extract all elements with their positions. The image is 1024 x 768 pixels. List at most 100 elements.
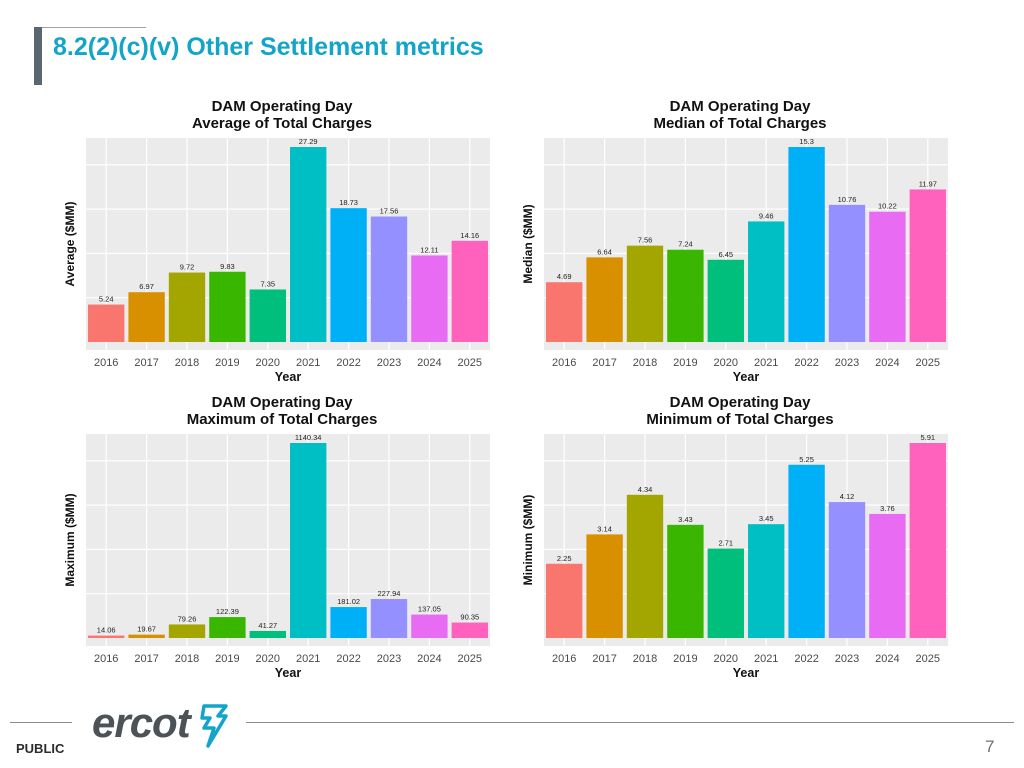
- x-tick-label: 2023: [835, 357, 859, 369]
- plot-panel: [86, 434, 490, 646]
- bar-2019: [667, 249, 704, 342]
- x-tick-label: 2025: [458, 357, 482, 369]
- logo-text: ercot: [92, 699, 191, 746]
- chart-title-line-2: Average of Total Charges: [192, 115, 372, 132]
- x-tick-label: 2018: [175, 357, 199, 369]
- x-tick-label: 2021: [754, 357, 778, 369]
- chart-title-line-1: DAM Operating Day: [670, 98, 812, 115]
- bar-label-2016: 4.69: [557, 272, 572, 281]
- page-number: 7: [985, 737, 995, 756]
- y-axis-label: Average ($MM): [63, 202, 77, 287]
- bar-label-2018: 9.72: [180, 263, 195, 272]
- x-tick-label: 2020: [256, 653, 280, 665]
- bar-label-2023: 227.94: [378, 589, 401, 598]
- bar-label-2023: 17.56: [380, 207, 399, 216]
- bar-label-2024: 3.76: [880, 504, 895, 513]
- x-tick-label: 2024: [417, 357, 441, 369]
- bar-label-2021: 27.29: [299, 137, 318, 146]
- bar-label-2020: 7.35: [260, 279, 275, 288]
- x-tick-label: 2018: [633, 653, 657, 665]
- bar-2021: [748, 524, 785, 638]
- x-tick-label: 2021: [754, 653, 778, 665]
- bar-2023: [370, 599, 408, 638]
- bar-label-2017: 6.97: [139, 282, 154, 291]
- bar-2024: [869, 211, 906, 342]
- bar-2025: [451, 240, 488, 342]
- bar-2016: [546, 282, 583, 342]
- bar-label-2023: 10.76: [838, 195, 857, 204]
- lightning-icon: [200, 704, 228, 748]
- chart-title-line-2: Median of Total Charges: [653, 115, 826, 132]
- x-tick-label: 2024: [875, 653, 899, 665]
- bar-label-2019: 7.24: [678, 240, 693, 249]
- bar-label-2019: 3.43: [678, 515, 693, 524]
- bar-2018: [168, 272, 206, 342]
- y-axis-label: Maximum ($MM): [63, 493, 77, 586]
- bar-label-2022: 15.3: [799, 137, 814, 146]
- bar-label-2022: 181.02: [337, 597, 360, 606]
- bar-label-2025: 90.35: [460, 613, 479, 622]
- bar-2025: [451, 622, 488, 638]
- x-tick-label: 2017: [134, 357, 158, 369]
- bar-2023: [828, 502, 866, 638]
- bar-2016: [88, 304, 125, 342]
- x-tick-label: 2017: [592, 357, 616, 369]
- bar-label-2018: 79.26: [178, 614, 197, 623]
- bar-label-2019: 9.83: [220, 262, 235, 271]
- x-tick-label: 2019: [673, 357, 697, 369]
- bar-label-2024: 10.22: [878, 202, 897, 211]
- bar-2020: [707, 259, 744, 342]
- bar-label-2021: 9.46: [759, 211, 774, 220]
- bar-label-2017: 19.67: [137, 625, 156, 634]
- bar-2019: [209, 617, 246, 638]
- bar-2022: [788, 464, 825, 638]
- bar-2024: [869, 513, 906, 638]
- x-tick-label: 2024: [417, 653, 441, 665]
- x-tick-label: 2025: [458, 653, 482, 665]
- chart-title-line-1: DAM Operating Day: [670, 394, 812, 411]
- bar-2021: [290, 443, 327, 638]
- x-axis-label: Year: [733, 666, 760, 680]
- bar-label-2020: 6.45: [718, 250, 733, 259]
- bar-2017: [128, 292, 165, 342]
- bar-2019: [209, 271, 246, 342]
- bar-2018: [626, 494, 664, 638]
- x-tick-label: 2022: [336, 653, 360, 665]
- x-tick-label: 2019: [215, 653, 239, 665]
- bar-2018: [626, 245, 664, 342]
- x-tick-label: 2017: [134, 653, 158, 665]
- bar-2024: [411, 255, 448, 342]
- bar-2025: [909, 443, 946, 638]
- bar-2021: [748, 221, 785, 342]
- y-axis-label: Minimum ($MM): [521, 495, 535, 586]
- footer-rule-left: [10, 722, 72, 723]
- bar-2022: [330, 208, 367, 342]
- x-tick-label: 2016: [94, 357, 118, 369]
- bar-label-2024: 137.05: [418, 605, 441, 614]
- chart-title-line-1: DAM Operating Day: [212, 98, 354, 115]
- x-tick-label: 2020: [714, 653, 738, 665]
- x-tick-label: 2022: [794, 357, 818, 369]
- chart-title-line-1: DAM Operating Day: [212, 394, 354, 411]
- x-axis-label: Year: [733, 370, 760, 384]
- x-tick-label: 2022: [794, 653, 818, 665]
- ercot-logo: ercot: [92, 700, 232, 750]
- x-tick-label: 2025: [916, 653, 940, 665]
- x-tick-label: 2017: [592, 653, 616, 665]
- bar-label-2019: 122.39: [216, 607, 239, 616]
- bar-2023: [370, 216, 408, 342]
- bar-label-2017: 3.14: [597, 524, 612, 533]
- x-tick-label: 2020: [256, 357, 280, 369]
- title-accent-bar: [34, 27, 42, 85]
- bar-2017: [128, 634, 165, 638]
- bar-2023: [828, 204, 866, 342]
- bar-2018: [168, 624, 206, 638]
- bar-2017: [586, 534, 623, 638]
- x-tick-label: 2023: [835, 653, 859, 665]
- bar-label-2017: 6.64: [597, 247, 612, 256]
- x-tick-label: 2023: [377, 357, 401, 369]
- x-tick-label: 2022: [336, 357, 360, 369]
